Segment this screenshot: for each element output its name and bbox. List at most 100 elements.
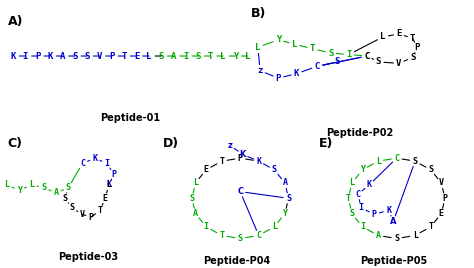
Text: L: L (5, 180, 9, 189)
Text: P: P (109, 51, 115, 61)
Text: S: S (158, 51, 164, 61)
Text: K: K (294, 69, 299, 78)
Text: C: C (365, 51, 370, 61)
Text: I: I (203, 222, 209, 231)
Text: A: A (193, 209, 198, 218)
Text: I: I (359, 203, 364, 212)
Text: P: P (443, 194, 447, 203)
Text: I: I (183, 51, 189, 61)
Text: I: I (346, 50, 352, 59)
Text: P: P (276, 74, 281, 83)
Text: S: S (394, 234, 399, 243)
Text: S: S (63, 194, 67, 203)
Text: P: P (414, 43, 420, 52)
Text: S: S (69, 203, 74, 212)
Text: P: P (89, 213, 94, 222)
Text: P: P (238, 154, 243, 163)
Text: T: T (346, 194, 351, 203)
Text: L: L (29, 180, 34, 189)
Text: T: T (219, 157, 224, 166)
Text: A: A (171, 51, 176, 61)
Text: K: K (47, 51, 53, 61)
Text: T: T (98, 206, 102, 215)
Text: E: E (134, 51, 139, 61)
Text: I: I (104, 159, 109, 168)
Text: Y: Y (283, 209, 287, 218)
Text: Y: Y (276, 35, 281, 44)
Text: C: C (356, 190, 360, 199)
Text: C: C (365, 51, 370, 61)
Text: L: L (146, 51, 152, 61)
Text: Peptide-P04: Peptide-P04 (203, 256, 271, 266)
Text: C: C (394, 154, 399, 163)
Text: P: P (35, 51, 40, 61)
Text: z: z (227, 141, 232, 150)
Text: K: K (256, 157, 261, 166)
Text: L: L (106, 180, 111, 189)
Text: B): B) (251, 8, 266, 20)
Text: S: S (66, 183, 71, 192)
Text: E: E (439, 209, 444, 218)
Text: L: L (292, 40, 297, 49)
Text: C: C (314, 62, 319, 71)
Text: S: S (428, 165, 433, 174)
Text: S: S (376, 57, 381, 66)
Text: V: V (80, 210, 85, 219)
Text: K: K (386, 206, 391, 215)
Text: A: A (375, 231, 381, 240)
Text: K: K (10, 51, 16, 61)
Text: S: S (190, 194, 194, 203)
Text: A): A) (8, 15, 23, 28)
Text: C: C (256, 231, 261, 240)
Text: S: S (413, 157, 418, 166)
Text: S: S (410, 53, 415, 62)
Text: T: T (310, 44, 315, 53)
Text: Peptide-01: Peptide-01 (100, 113, 160, 123)
Text: Peptide-P02: Peptide-P02 (327, 128, 394, 138)
Text: V: V (396, 59, 401, 68)
Text: Y: Y (17, 186, 22, 195)
Text: E: E (396, 29, 401, 38)
Text: T: T (410, 34, 415, 43)
Text: L: L (245, 51, 250, 61)
Text: L: L (375, 157, 381, 166)
Text: A: A (60, 51, 65, 61)
Text: S: S (272, 165, 277, 174)
Text: Y: Y (233, 51, 238, 61)
Text: E: E (103, 194, 108, 203)
Text: L: L (220, 51, 226, 61)
Text: L: L (380, 32, 386, 41)
Text: T: T (208, 51, 213, 61)
Text: K: K (239, 150, 246, 159)
Text: E): E) (319, 137, 334, 150)
Text: A: A (390, 217, 397, 226)
Text: A: A (54, 188, 59, 198)
Text: L: L (413, 231, 418, 240)
Text: K: K (367, 180, 372, 189)
Text: A: A (283, 178, 287, 187)
Text: V: V (97, 51, 102, 61)
Text: D): D) (163, 137, 179, 150)
Text: P: P (372, 210, 376, 219)
Text: S: S (196, 51, 201, 61)
Text: S: S (72, 51, 77, 61)
Text: S: S (41, 183, 46, 192)
Text: T: T (219, 231, 224, 240)
Text: C: C (80, 159, 85, 168)
Text: K: K (92, 154, 97, 163)
Text: Peptide-03: Peptide-03 (58, 252, 118, 262)
Text: S: S (286, 194, 291, 203)
Text: S: S (238, 234, 243, 243)
Text: S: S (328, 49, 333, 58)
Text: Peptide-P05: Peptide-P05 (360, 256, 427, 266)
Text: L: L (272, 222, 277, 231)
Text: K: K (106, 180, 111, 189)
Text: T: T (428, 222, 433, 231)
Text: L: L (349, 178, 355, 187)
Text: S: S (84, 51, 90, 61)
Text: I: I (360, 222, 365, 231)
Text: E: E (203, 165, 209, 174)
Text: L: L (193, 178, 198, 187)
Text: V: V (439, 178, 444, 187)
Text: L: L (255, 43, 261, 52)
